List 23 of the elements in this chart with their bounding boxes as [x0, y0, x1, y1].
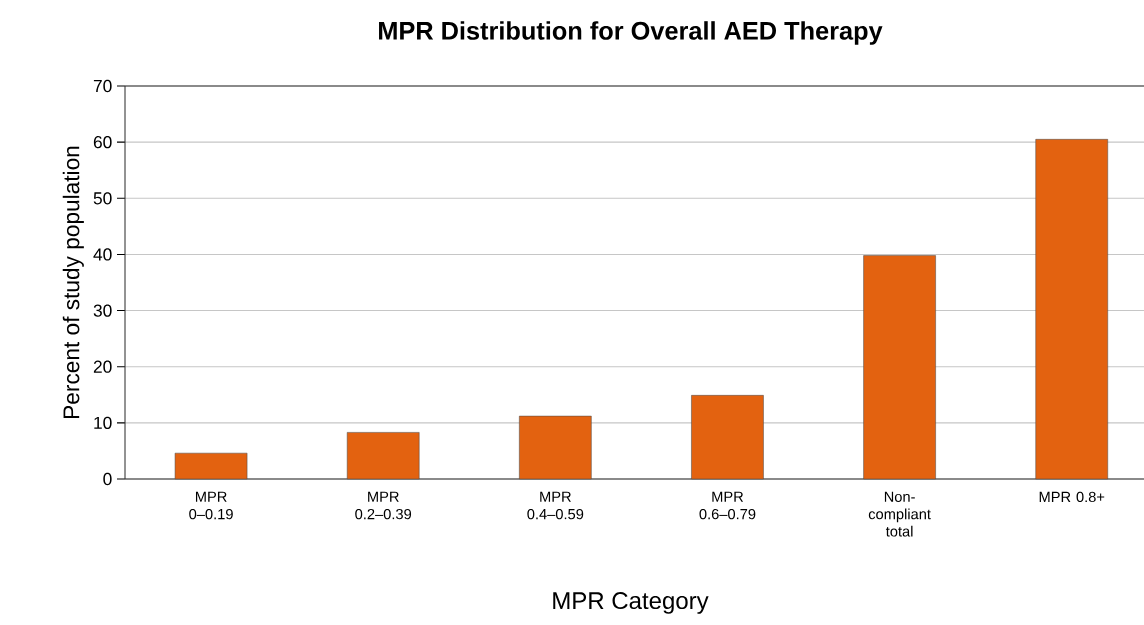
bar — [863, 255, 936, 480]
x-tick-label: Non-compliant total — [868, 491, 931, 537]
x-tick-label: MPR 0–0.19 — [189, 491, 233, 520]
chart-title: MPR Distribution for Overall AED Therapy — [379, 21, 883, 45]
bar — [346, 432, 420, 480]
y-tick-label: 30 — [93, 304, 112, 317]
y-tick-label: 50 — [93, 192, 112, 205]
y-tick-label: 10 — [94, 416, 112, 429]
y-tick-label: 0 — [103, 472, 112, 486]
x-axis-title: MPR Category — [553, 592, 709, 614]
x-tick-label: MPR 0.8+ — [1039, 491, 1105, 503]
y-axis-title: Percent of study population — [62, 146, 84, 418]
y-tick-label: 40 — [93, 248, 112, 261]
y-tick-label: 70 — [93, 79, 112, 93]
bar — [1035, 139, 1108, 480]
x-tick-label: MPR 0.6–0.79 — [699, 491, 756, 520]
y-tick-label: 20 — [93, 360, 112, 373]
x-tick-label: MPR 0.4–0.59 — [527, 491, 584, 520]
bar — [519, 415, 592, 480]
bar — [174, 452, 248, 480]
x-tick-label: MPR 0.2–0.39 — [355, 491, 412, 520]
bar — [691, 395, 764, 480]
y-tick-label: 60 — [93, 136, 112, 149]
